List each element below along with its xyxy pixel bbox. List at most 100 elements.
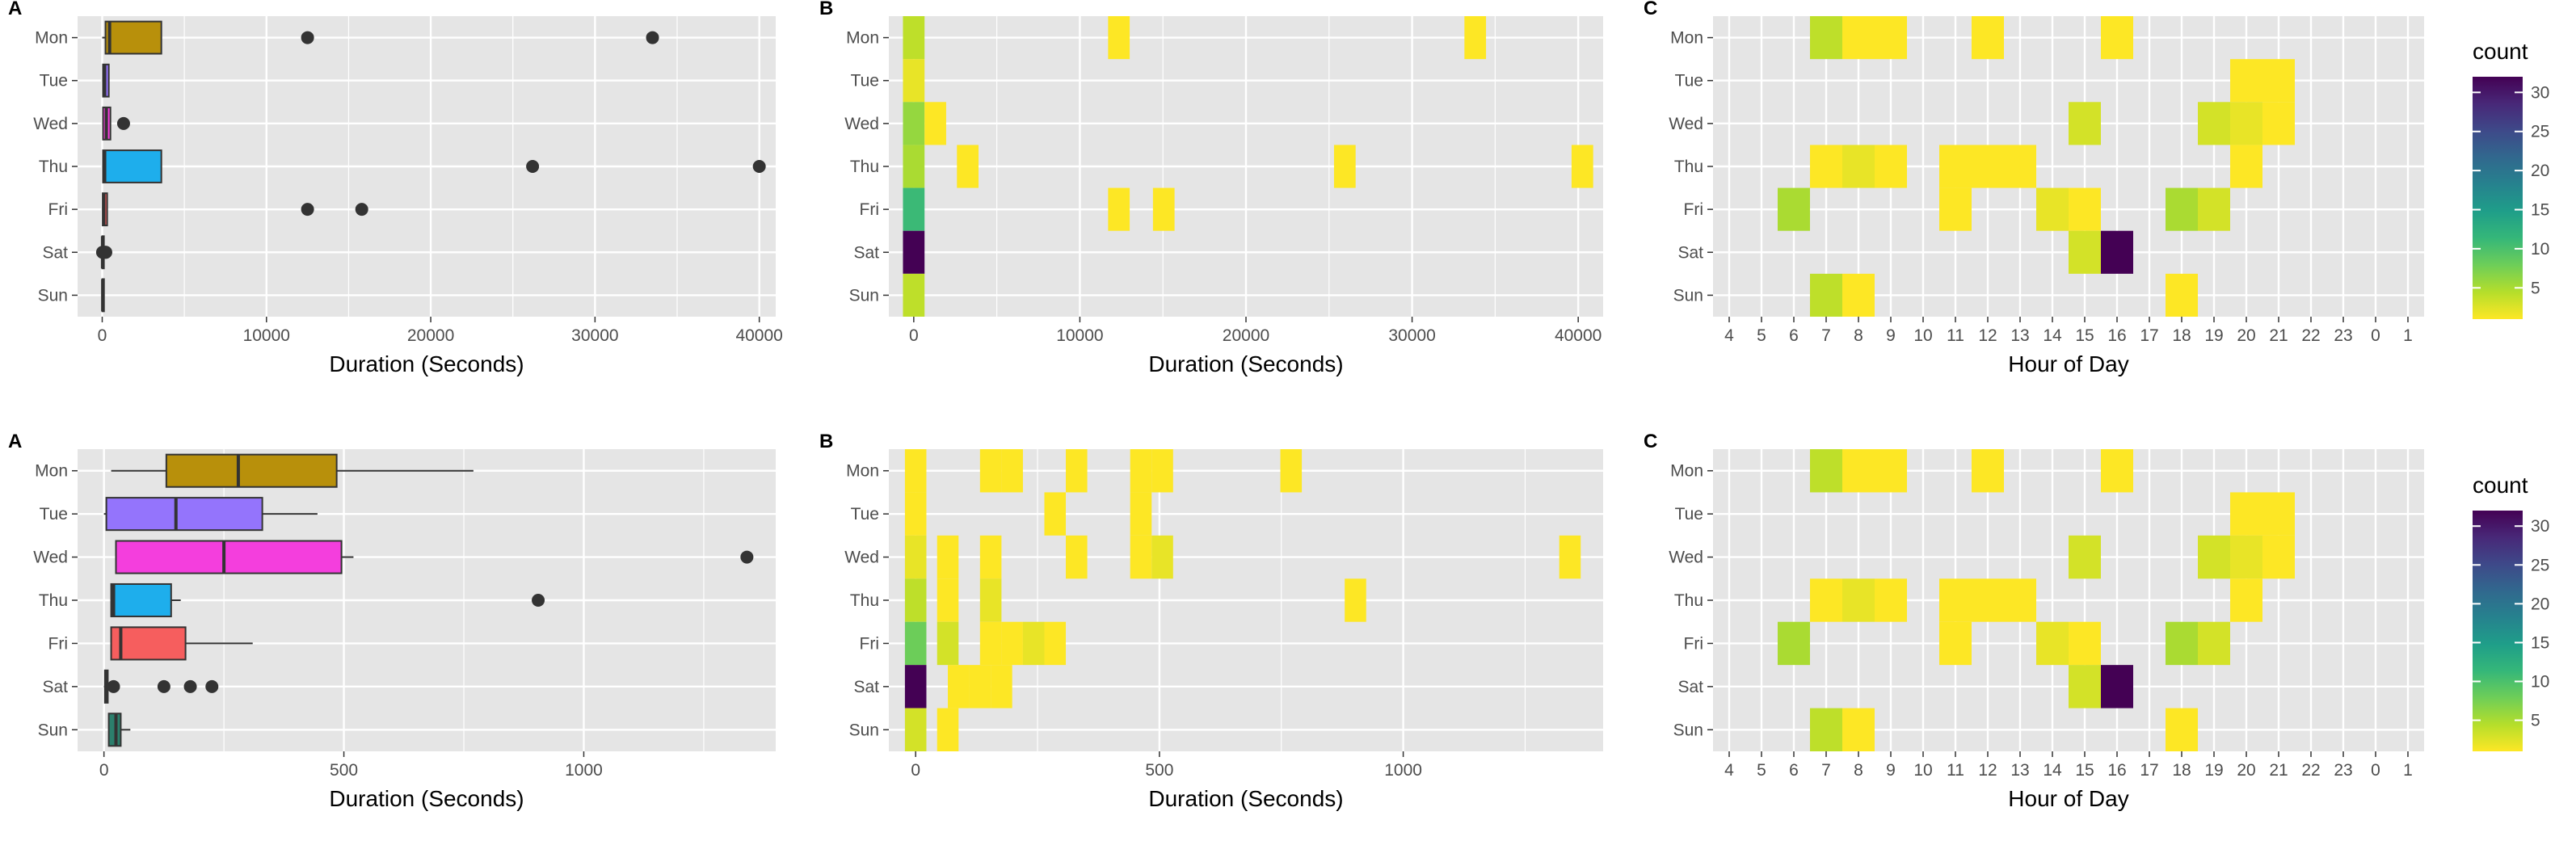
- x-tick-label: 10000: [243, 326, 290, 345]
- heat-cell: [924, 102, 946, 145]
- y-tick-label: Sun: [1673, 721, 1703, 739]
- heat-cell: [1464, 16, 1487, 60]
- heat-cell: [1778, 187, 1810, 231]
- x-tick-label: 11: [1947, 326, 1964, 345]
- legend-tick-label: 15: [2531, 633, 2549, 652]
- marks: [904, 449, 1581, 751]
- box-iqr: [102, 149, 162, 183]
- x-tick-label: 4: [1724, 326, 1734, 345]
- heat-cell: [904, 535, 927, 579]
- heat-cell: [1345, 578, 1366, 622]
- outlier-point: [107, 679, 120, 693]
- heat-cell: [903, 230, 925, 274]
- y-tick-label: Mon: [35, 29, 68, 48]
- x-tick-label: 9: [1886, 761, 1896, 780]
- x-tick-label: 0: [909, 326, 919, 345]
- x-tick-label: 500: [330, 761, 358, 780]
- heat-cell: [1044, 621, 1067, 666]
- x-tick-label: 500: [1145, 761, 1173, 780]
- heat-cell: [2230, 102, 2262, 145]
- x-tick-label: 10000: [1056, 326, 1103, 345]
- x-tick-label: 23: [2334, 326, 2352, 345]
- y-tick-label: Tue: [40, 505, 68, 524]
- x-tick-label: 6: [1789, 326, 1799, 345]
- outlier-point: [301, 203, 314, 217]
- heat-cell: [979, 621, 1002, 666]
- x-tick-label: 1: [2403, 761, 2413, 780]
- heat-cell: [1842, 578, 1875, 622]
- gridlines: [78, 16, 776, 317]
- heat-cell: [1559, 535, 1581, 579]
- y-tick-label: Wed: [33, 115, 68, 133]
- heat-cell: [2166, 273, 2198, 317]
- heat-cell: [903, 187, 925, 231]
- x-tick-label: 22: [2301, 326, 2320, 345]
- heat-cell: [903, 145, 925, 188]
- panel-bottom-B: Mon Tue Wed Thu Fri Sat Sun 0 500 1000 Duration (S…: [819, 431, 1603, 811]
- x-tick-label: 12: [1978, 326, 1997, 345]
- heat-cell: [903, 59, 925, 103]
- heat-cell: [1333, 145, 1356, 188]
- x-tick-label: 40000: [1555, 326, 1602, 345]
- x-tick-label: 21: [2269, 326, 2288, 345]
- heat-cell: [2262, 59, 2295, 103]
- legend-tick-label: 5: [2531, 712, 2540, 730]
- x-axis-title: Duration (Seconds): [1148, 351, 1343, 376]
- x-tick-label: 23: [2334, 761, 2352, 780]
- heat-cell: [1066, 449, 1088, 493]
- heat-cell: [904, 708, 927, 751]
- x-axis-title: Duration (Seconds): [329, 351, 524, 376]
- heat-cell: [2069, 665, 2101, 709]
- marks: [95, 20, 766, 313]
- panel-tag: C: [1644, 0, 1657, 19]
- y-tick-label: Sat: [853, 243, 879, 262]
- x-tick-label: 21: [2269, 761, 2288, 780]
- heat-cell: [937, 621, 959, 666]
- outlier-point: [99, 246, 112, 259]
- heat-cell: [904, 665, 927, 709]
- outlier-point: [183, 679, 197, 693]
- heat-cell: [2230, 59, 2262, 103]
- heat-cell: [2004, 145, 2036, 188]
- panel-tag: A: [8, 431, 22, 452]
- x-tick-label: 30000: [1388, 326, 1435, 345]
- heat-cell: [2069, 230, 2101, 274]
- y-tick-label: Mon: [846, 29, 879, 48]
- heat-cell: [2198, 102, 2230, 145]
- outlier-point: [740, 550, 754, 564]
- y-tick-label: Sat: [1677, 678, 1703, 696]
- marks: [103, 453, 754, 747]
- heat-cell: [1778, 621, 1810, 666]
- y-tick-label: Fri: [48, 634, 69, 653]
- heat-cell: [2101, 665, 2133, 709]
- y-tick-label: Fri: [860, 200, 880, 219]
- heat-cell: [1810, 16, 1842, 60]
- x-tick-label: 19: [2204, 326, 2223, 345]
- y-tick-label: Fri: [48, 200, 69, 219]
- x-axis-title: Duration (Seconds): [1148, 786, 1343, 811]
- heat-cell: [904, 492, 927, 536]
- heat-cell: [1130, 449, 1152, 493]
- y-tick-label: Tue: [851, 72, 879, 90]
- y-tick-label: Thu: [850, 158, 879, 176]
- legend-tick-label: 20: [2531, 595, 2549, 613]
- heat-cell: [1939, 578, 1972, 622]
- y-tick-label: Tue: [1675, 505, 1703, 524]
- x-tick-label: 30000: [571, 326, 618, 345]
- x-tick-label: 18: [2172, 326, 2191, 345]
- x-tick-label: 0: [911, 761, 920, 780]
- heat-cell: [2101, 16, 2133, 60]
- x-tick-label: 8: [1854, 761, 1863, 780]
- heat-cell: [1972, 16, 2004, 60]
- y-tick-label: Mon: [846, 462, 879, 481]
- legend-tick-label: 10: [2531, 672, 2549, 691]
- y-tick-label: Wed: [33, 549, 68, 567]
- heat-cell: [2230, 535, 2262, 579]
- x-tick-label: 20: [2237, 761, 2255, 780]
- box-iqr: [104, 20, 162, 55]
- outlier-point: [532, 594, 545, 607]
- heat-cell: [1972, 449, 2004, 493]
- heat-cell: [2069, 187, 2101, 231]
